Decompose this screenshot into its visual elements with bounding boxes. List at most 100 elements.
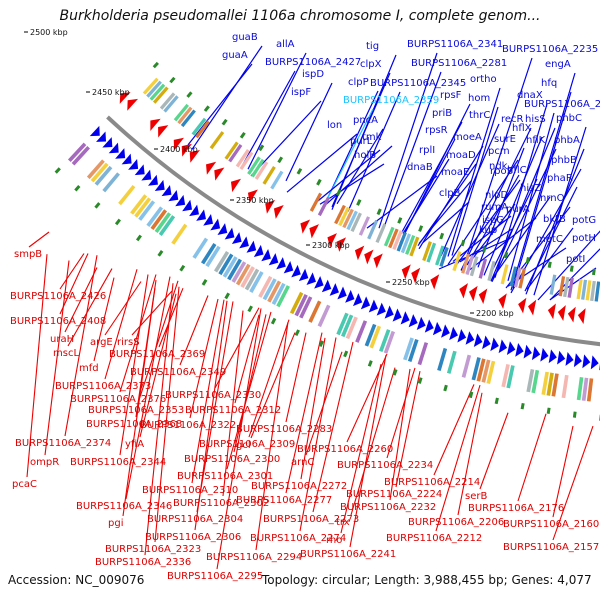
forward-gene-label: BURPS1106A_2345 [370, 78, 466, 89]
forward-gene-label: thrC [469, 110, 490, 121]
reverse-gene-label: mscL [53, 348, 79, 359]
reverse-gene-arrow [309, 224, 320, 239]
reverse-label-connector [119, 274, 149, 456]
reverse-gene-arrow [127, 98, 139, 111]
inner-feature-block [576, 278, 583, 300]
outer-feature-block [249, 271, 264, 293]
forward-gene-label: clpP [348, 77, 369, 88]
reverse-gene-label: BURPS1106A_2304 [147, 514, 243, 525]
forward-gene-label: rplI [419, 145, 435, 156]
reverse-gene-label: rirsS [117, 337, 140, 348]
figure-title: Burkholderia pseudomallei 1106a chromoso… [59, 8, 541, 24]
reverse-label-connector [64, 267, 98, 333]
forward-gene-label: phbA [554, 135, 580, 146]
inner-feature-block [346, 210, 358, 231]
inner-feature-block [224, 141, 239, 160]
forward-label-connector [347, 91, 401, 212]
reverse-gene-label: BURPS1106A_2336 [95, 557, 191, 568]
inner-feature-block [228, 144, 243, 163]
forward-gene-arrow [548, 349, 557, 364]
forward-gene-arrow [231, 232, 242, 245]
forward-gene-label: ispF [291, 87, 311, 98]
tick-marker [270, 317, 277, 325]
forward-gene-arrow [306, 272, 316, 285]
forward-gene-arrow [473, 333, 483, 347]
reverse-gene-arrow [300, 219, 311, 234]
forward-label-connector [331, 72, 391, 208]
tick-marker [186, 91, 193, 98]
outer-feature-block [289, 291, 304, 315]
forward-label-connector [336, 128, 384, 205]
forward-gene-arrow [482, 335, 491, 350]
inner-feature-block [435, 245, 445, 266]
forward-label-connector [461, 57, 533, 272]
forward-gene-arrow [582, 354, 591, 369]
forward-gene-label: hflX [512, 123, 532, 134]
forward-gene-arrow [96, 131, 107, 142]
forward-gene-label: hfq [541, 78, 557, 89]
reverse-label-connector [233, 314, 267, 453]
forward-label-connector [315, 149, 381, 203]
forward-gene-arrow [441, 324, 450, 338]
label-connector-lines [26, 45, 600, 570]
outer-feature-block [240, 266, 255, 288]
tick-marker [417, 377, 423, 384]
forward-gene-label: BURPS1106A_2218 [524, 99, 600, 110]
forward-gene-label: clpX [360, 59, 382, 70]
forward-gene-arrow [314, 276, 324, 289]
reverse-label-connector [119, 274, 157, 393]
tick-marker [224, 292, 230, 300]
outer-feature-block [476, 358, 486, 382]
outer-feature-block [403, 337, 414, 361]
reverse-gene-label: BURPS1106A_2273 [263, 514, 359, 525]
forward-label-connector [451, 106, 499, 256]
reverse-gene-arrow [430, 274, 440, 290]
outer-feature-block [94, 165, 113, 186]
inner-feature-block [487, 260, 496, 282]
inner-feature-block [159, 92, 176, 110]
forward-gene-label: surE [494, 134, 516, 145]
forward-gene-arrow [108, 142, 119, 154]
forward-gene-label: bktB [543, 214, 566, 225]
outer-feature-block [546, 372, 554, 396]
tick-marker [247, 305, 253, 313]
reverse-label-connector [44, 260, 70, 456]
outer-feature-block [171, 223, 188, 245]
inner-feature-block [195, 120, 210, 139]
forward-gene-label: tig [366, 41, 379, 52]
reverse-label-connector [312, 341, 354, 513]
outer-feature-block [576, 376, 584, 401]
forward-gene-arrow [424, 319, 434, 333]
reverse-gene-label: serB [465, 491, 487, 502]
forward-label-connector [447, 159, 519, 265]
forward-gene-label: hflC [507, 165, 527, 176]
reverse-gene-label: smpB [14, 249, 42, 260]
reverse-gene-label: BURPS1106A_2369 [109, 349, 205, 360]
forward-gene-label: ndk [489, 161, 508, 172]
inner-feature-block [461, 253, 470, 274]
tick-marker [546, 407, 551, 414]
outer-feature-block [150, 209, 168, 231]
reverse-gene-arrow [411, 267, 421, 283]
forward-gene-label: phaR [547, 173, 573, 184]
reverse-label-connector [26, 254, 48, 478]
forward-gene-label: moaD [446, 150, 476, 161]
outer-feature-block [118, 185, 136, 206]
inner-feature-block [465, 254, 475, 276]
tick-marker [439, 232, 445, 240]
forward-gene-label: purL [350, 136, 373, 147]
reverse-gene-label: BURPS1106A_2260 [297, 444, 393, 455]
forward-gene-label: clpB [439, 188, 461, 199]
inner-feature-block [594, 281, 600, 302]
reverse-label-connector [552, 425, 594, 541]
forward-label-connector [321, 145, 393, 209]
inner-feature-block [254, 161, 269, 180]
forward-gene-arrow [283, 261, 294, 274]
outer-feature-block [244, 268, 260, 291]
genome-stats-text: Topology: circular; Length: 3,988,455 bp… [262, 573, 592, 587]
outer-feature-block [205, 245, 221, 268]
forward-label-connector [418, 180, 472, 244]
inner-feature-block [590, 280, 596, 302]
reverse-gene-label: BURPS1106A_2353 [88, 405, 184, 416]
reverse-label-connector [248, 319, 290, 438]
